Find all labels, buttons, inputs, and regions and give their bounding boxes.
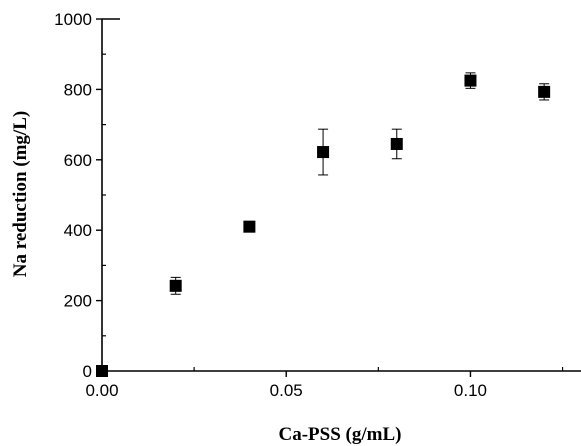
- x-tick-label: 0.00: [85, 381, 118, 400]
- y-tick-label: 400: [64, 221, 92, 240]
- y-tick-label: 1000: [54, 10, 92, 29]
- data-marks: [96, 72, 551, 377]
- data-point: [390, 137, 403, 150]
- y-tick-label: 600: [64, 151, 92, 170]
- x-tick-label: 0.10: [454, 381, 487, 400]
- axes: 0 200 400 600 800 1000 0.00 0.05 0.10: [54, 10, 581, 400]
- data-point: [169, 279, 182, 292]
- x-axis-title: Ca-PSS (g/mL): [279, 424, 402, 445]
- y-tick-label: 200: [64, 292, 92, 311]
- y-tick-label: 0: [83, 362, 92, 381]
- data-point: [243, 220, 256, 233]
- data-point: [538, 85, 551, 98]
- x-tick-label: 0.05: [270, 381, 303, 400]
- y-tick-label: 800: [64, 80, 92, 99]
- y-axis-title: Na reduction (mg/L): [10, 111, 31, 277]
- data-point: [317, 146, 330, 159]
- data-point: [464, 74, 477, 87]
- data-point: [96, 365, 108, 377]
